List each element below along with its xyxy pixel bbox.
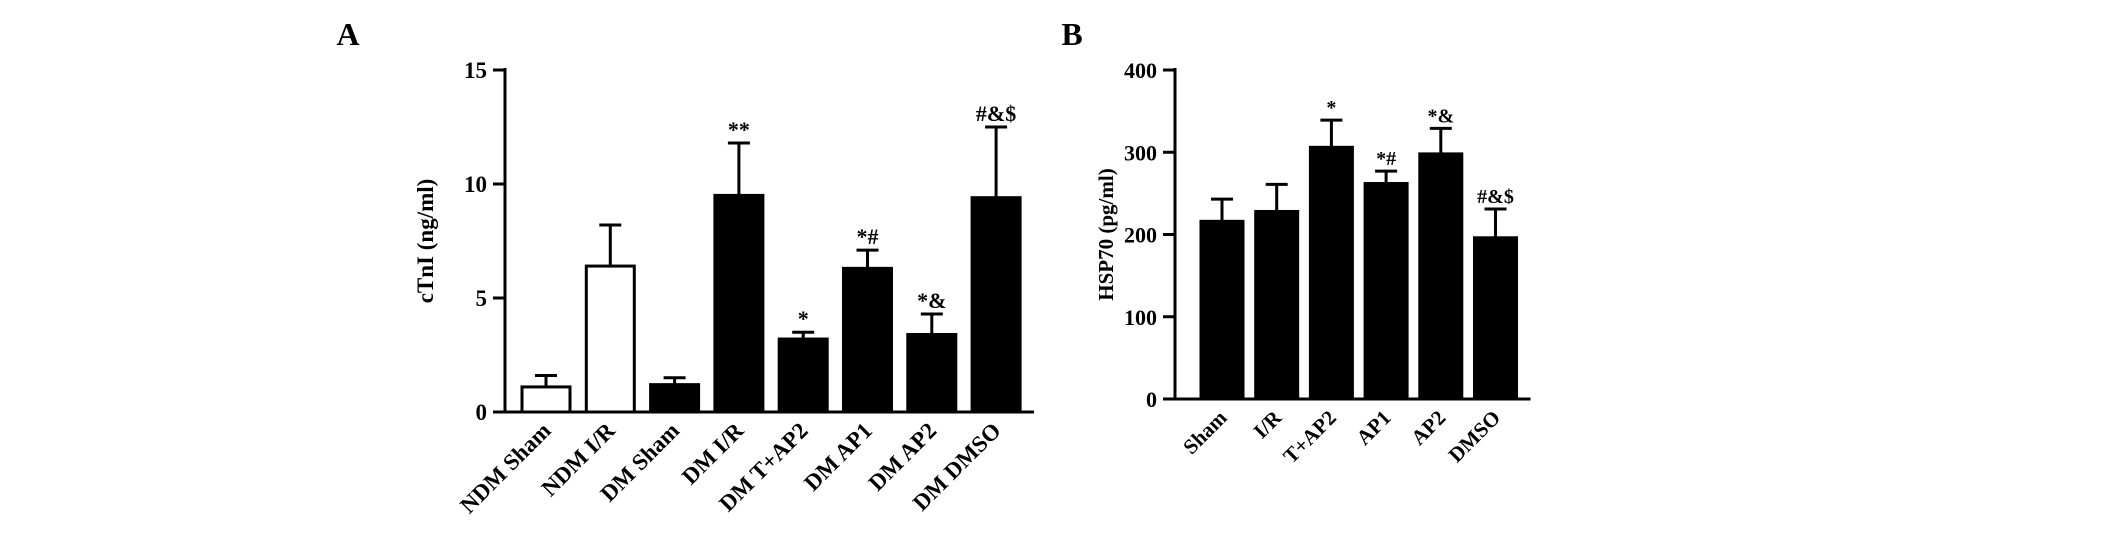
bar <box>1308 145 1354 401</box>
x-tick-label: DM AP1 <box>799 418 877 496</box>
y-tick-label: 300 <box>1124 140 1157 165</box>
x-tick-label: AP2 <box>1406 406 1450 450</box>
significance-label: #&$ <box>976 101 1016 126</box>
y-axis-label: cTnI (ng/ml) <box>413 179 438 304</box>
y-tick-label: 0 <box>1146 387 1157 412</box>
y-tick-label: 0 <box>476 400 488 425</box>
significance-label: *& <box>917 288 946 313</box>
x-tick-label: Sham <box>1178 405 1232 459</box>
y-tick-label: 100 <box>1124 305 1157 330</box>
y-tick-label: 15 <box>464 58 487 83</box>
significance-label: *& <box>1427 105 1454 127</box>
y-tick-label: 200 <box>1124 223 1157 248</box>
x-tick-label: T+AP2 <box>1278 406 1341 469</box>
significance-label: *# <box>857 224 879 249</box>
y-axis-label: HSP70 (pg/ml) <box>1094 168 1118 300</box>
bar <box>713 193 765 414</box>
bar <box>777 337 829 414</box>
panel-b-chart: B 0 100 200 300 400 HSP70 (pg/ml) Sham I/R * T+AP2… <box>1061 16 1531 469</box>
x-tick-label: AP1 <box>1351 406 1395 450</box>
bar <box>649 383 701 414</box>
panel-label: B <box>1061 16 1082 52</box>
significance-label: *# <box>1376 148 1396 170</box>
bar <box>1473 236 1518 401</box>
x-tick-label: I/R <box>1249 405 1287 443</box>
bar <box>584 264 636 414</box>
panel-label: A <box>336 16 359 52</box>
y-tick-label: 5 <box>476 286 488 311</box>
bar <box>1418 152 1464 401</box>
x-tick-label: DMSO <box>1444 406 1506 468</box>
y-tick-label: 400 <box>1124 58 1157 83</box>
bar <box>1363 182 1409 401</box>
bar <box>970 196 1022 414</box>
bar <box>1199 219 1245 401</box>
bar <box>1254 209 1300 401</box>
x-tick-label: NDM Sham <box>455 418 555 518</box>
y-tick-label: 10 <box>464 172 487 197</box>
significance-label: #&$ <box>1477 186 1514 208</box>
significance-label: * <box>1326 97 1336 119</box>
bar <box>842 266 893 414</box>
bar <box>520 385 572 414</box>
significance-label: * <box>798 306 809 331</box>
significance-label: ** <box>728 117 750 142</box>
bar <box>906 332 958 414</box>
